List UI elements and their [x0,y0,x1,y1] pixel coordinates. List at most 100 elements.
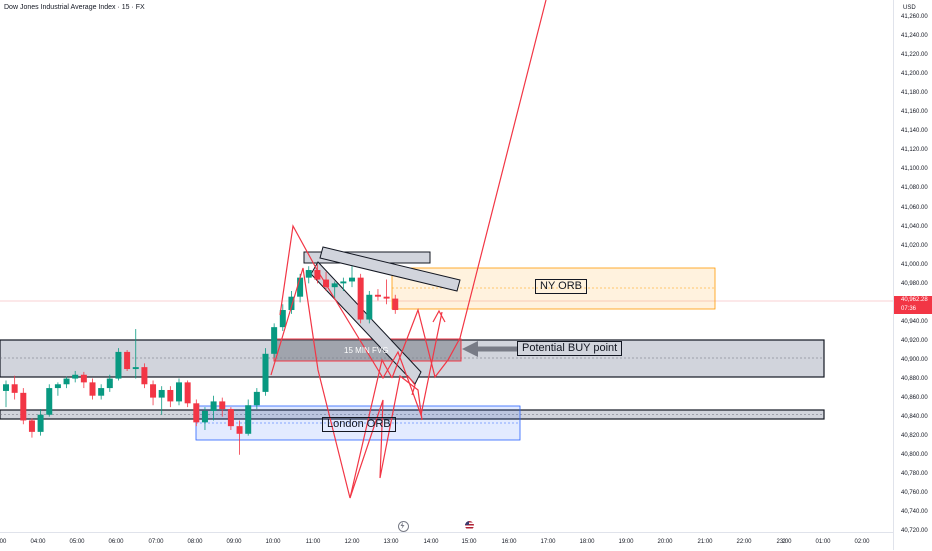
candle-down [314,270,321,280]
price-tick: 40,900.00 [901,356,928,363]
candle-up [115,351,122,379]
price-tick: 41,000.00 [901,261,928,268]
price-tick: 40,840.00 [901,414,928,421]
price-tick: 41,060.00 [901,204,928,211]
candle-down [383,296,390,299]
candle-up [158,389,165,398]
time-tick: 14:00 [423,539,439,545]
projected-path-3 [391,0,547,379]
time-tick: 01:00 [815,539,831,545]
candle-down [374,294,381,297]
time-tick: 04:00 [30,539,46,545]
price-tick: 41,160.00 [901,109,928,116]
chart-title: Dow Jones Industrial Average Index · 15 … [4,4,145,11]
time-tick: 08:00 [187,539,203,545]
candle-up [340,281,347,284]
candle-up [245,405,252,434]
candle-up [253,391,260,406]
time-tick: 22:00 [736,539,752,545]
candle-up [3,384,9,391]
time-tick: 21:00 [697,539,713,545]
candle-up [349,277,355,282]
candle-up [331,283,338,288]
time-tick: 16:00 [501,539,517,545]
candle-down [141,367,148,385]
time-tick: 02:00 [854,539,870,545]
time-tick: 00 [0,539,7,545]
candle-down [219,401,226,410]
time-tick: 09:00 [226,539,242,545]
price-tick: 41,100.00 [901,166,928,173]
price-tick: 41,180.00 [901,90,928,97]
ny-orb-label: NY ORB [535,279,587,294]
current-price-value: 40,962.28 [901,297,928,303]
price-tick: 41,040.00 [901,223,928,230]
price-tick: 40,940.00 [901,318,928,325]
currency-label: USD [903,5,916,11]
candle-up [271,327,278,354]
price-tick: 41,120.00 [901,147,928,154]
lightning-icon[interactable] [398,521,409,532]
candle-down [11,384,18,393]
time-tick: 23:00 [776,539,792,545]
candle-down [20,392,27,421]
chart-area[interactable]: Dow Jones Industrial Average Index · 15 … [0,0,893,532]
candle-down [227,409,234,427]
candle-up [288,296,295,311]
price-tick: 41,260.00 [901,14,928,20]
price-tick: 40,920.00 [901,337,928,344]
candle-up [98,388,105,396]
time-tick: 10:00 [265,539,281,545]
candle-up [262,353,269,392]
time-tick: 13:00 [383,539,399,545]
candle-up [305,270,312,278]
candle-up [176,382,182,402]
price-tick: 40,880.00 [901,375,928,382]
projected-path-4 [349,374,423,499]
current-price-badge: 40,962.28 07:36 [894,296,932,314]
price-tick: 41,240.00 [901,33,928,40]
candle-up [54,384,61,389]
price-axis[interactable]: USD 41,260.00 41,240.00 41,220.00 41,200.00… [893,0,932,550]
time-tick: 07:00 [148,539,164,545]
time-tick: 11:00 [305,539,321,545]
price-tick: 41,140.00 [901,128,928,135]
candle-down [28,420,35,432]
candle-down [80,374,87,383]
time-tick: 06:00 [108,539,124,545]
candle-down [89,382,96,396]
bar-countdown: 07:36 [901,306,917,312]
time-axis[interactable]: 00 04:00 05:00 06:00 07:00 08:00 09:00 10:00 11:… [0,532,893,551]
potential-buy-label: Potential BUY point [517,341,623,356]
candle-down [357,277,364,320]
price-tick: 40,740.00 [901,509,928,516]
candle-down [392,298,399,311]
price-tick: 41,220.00 [901,52,928,59]
price-tick: 40,820.00 [901,433,928,440]
candle-down [184,382,191,404]
candle-up [72,374,79,379]
time-tick: 05:00 [69,539,85,545]
time-tick: 19:00 [618,539,634,545]
price-tick: 40,760.00 [901,490,928,497]
price-tick: 40,780.00 [901,471,928,478]
chart-canvas [0,0,893,499]
candle-up [106,378,113,389]
price-tick: 40,800.00 [901,452,928,459]
projected-path-2 [270,267,393,499]
projected-path-arrow-2 [407,375,416,396]
price-tick: 41,020.00 [901,242,928,249]
candle-down [150,384,157,398]
us-flag-icon[interactable] [465,521,474,530]
candle-up [297,277,304,297]
candle-up [63,378,70,385]
candle-up [279,310,286,328]
candle-up [132,367,139,370]
candle-down [193,403,200,423]
time-tick: 18:00 [579,539,595,545]
candle-up [366,294,373,320]
candle-down [236,426,243,434]
time-tick: 20:00 [657,539,673,545]
time-tick: 15:00 [461,539,477,545]
candle-down [167,389,174,402]
